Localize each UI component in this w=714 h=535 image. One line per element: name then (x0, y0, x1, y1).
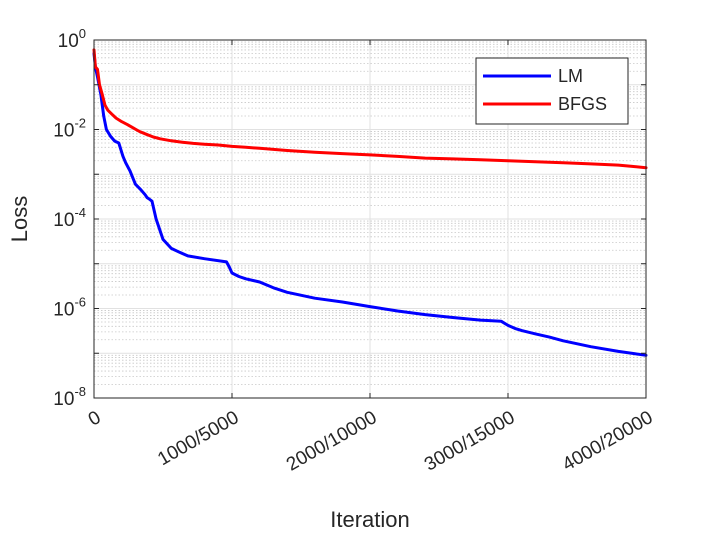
series-line-bfgs (92, 48, 648, 170)
y-tick-label: 100 (58, 26, 86, 52)
y-tick-labels: 100 10-2 10-4 10-6 10-8 (53, 26, 86, 410)
legend-box (475, 57, 629, 125)
x-tick-label: 0 (85, 407, 105, 430)
x-tick-labels: 0 1000/5000 2000/10000 3000/15000 4000/20000 (85, 407, 657, 475)
y-tick-label: 10-2 (53, 116, 86, 142)
y-axis-label: Loss (7, 196, 32, 242)
series-lines (92, 48, 648, 357)
ticks (93, 39, 647, 399)
x-tick-label: 2000/10000 (283, 407, 380, 475)
legend: LM BFGS (475, 57, 629, 125)
y-tick-label: 10-8 (53, 384, 86, 410)
x-tick-label: 3000/15000 (421, 407, 518, 475)
y-tick-label: 10-4 (53, 205, 86, 231)
series-line-lm (92, 52, 648, 357)
legend-label-lm: LM (558, 66, 583, 86)
x-axis-label: Iteration (330, 507, 410, 532)
y-tick-label: 10-6 (53, 295, 86, 321)
x-tick-label: 1000/5000 (154, 407, 242, 470)
legend-label-bfgs: BFGS (558, 94, 607, 114)
x-tick-label: 4000/20000 (559, 407, 656, 475)
